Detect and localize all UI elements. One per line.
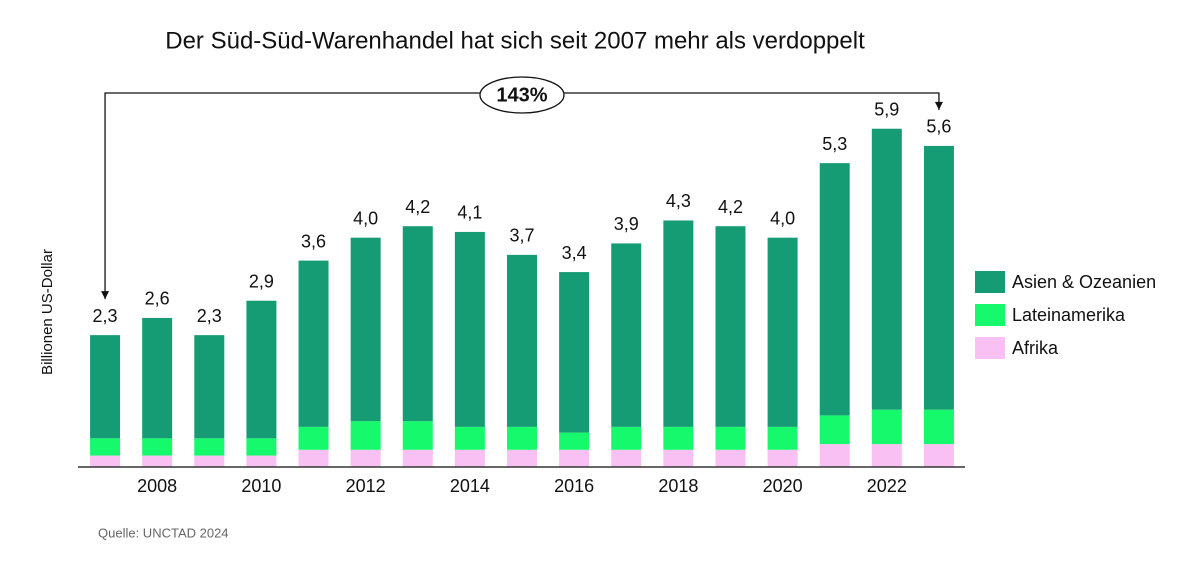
- bar-segment: [90, 455, 121, 467]
- total-label: 4,3: [666, 191, 691, 211]
- bar-segment: [767, 237, 798, 427]
- bar-segment: [298, 260, 329, 427]
- bar-segment: [611, 449, 642, 467]
- bar-segment: [559, 449, 590, 467]
- bar-segment: [767, 426, 798, 450]
- x-tick-label: 2012: [346, 476, 386, 496]
- bar-segment: [246, 455, 277, 467]
- total-label: 5,6: [926, 117, 951, 137]
- bar-segment: [402, 449, 433, 467]
- total-label: 4,1: [457, 203, 482, 223]
- arrowhead: [934, 101, 943, 110]
- bar-segment: [923, 444, 954, 467]
- bar-segment: [142, 438, 173, 456]
- bar-segment: [923, 145, 954, 410]
- total-label: 4,0: [770, 208, 795, 228]
- legend-swatch: [975, 304, 1005, 326]
- total-label: 2,3: [197, 306, 222, 326]
- total-label: 4,2: [405, 197, 430, 217]
- bar-segment: [402, 421, 433, 450]
- bar-segment: [507, 254, 537, 427]
- bar-segment: [142, 317, 173, 439]
- x-tick-label: 2022: [867, 476, 907, 496]
- chart-title: Der Süd-Süd-Warenhandel hat sich seit 20…: [165, 27, 865, 54]
- bar-segment: [402, 226, 433, 422]
- bar-segment: [663, 426, 694, 450]
- bar-segment: [559, 432, 590, 450]
- total-label: 2,3: [93, 306, 118, 326]
- bar-segment: [715, 449, 746, 467]
- legend-swatch: [975, 337, 1005, 359]
- legend-swatch: [975, 271, 1005, 293]
- annotation: 143%: [496, 84, 547, 106]
- total-label: 3,9: [614, 214, 639, 234]
- bar-segment: [923, 409, 954, 445]
- total-label: 5,3: [822, 134, 847, 154]
- legend-label: Lateinamerika: [1012, 305, 1126, 325]
- legend-label: Asien & Ozeanien: [1012, 272, 1156, 292]
- bar-segment: [194, 438, 225, 456]
- bar-segment: [871, 444, 902, 467]
- total-label: 2,6: [145, 289, 170, 309]
- x-tick-label: 2014: [450, 476, 490, 496]
- total-label: 4,2: [718, 197, 743, 217]
- x-tick-label: 2020: [763, 476, 803, 496]
- bar-segment: [715, 426, 746, 450]
- legend-label: Afrika: [1012, 338, 1059, 358]
- bar-segment: [90, 438, 121, 456]
- arrowhead: [101, 291, 110, 300]
- bar-segment: [246, 300, 277, 439]
- bar-segment: [507, 426, 537, 450]
- bar-segment: [819, 444, 850, 467]
- x-tick-label: 2008: [137, 476, 177, 496]
- total-label: 2,9: [249, 271, 274, 291]
- bar-segment: [194, 335, 225, 439]
- bar-segment: [454, 231, 485, 427]
- bar-segment: [507, 449, 537, 467]
- bar-segment: [298, 426, 329, 450]
- x-tick-label: 2010: [241, 476, 281, 496]
- x-tick-label: 2016: [554, 476, 594, 496]
- bar-segment: [611, 243, 642, 427]
- bar-segment: [663, 220, 694, 427]
- total-label: 3,7: [509, 226, 534, 246]
- bar-segment: [871, 409, 902, 445]
- source: Quelle: UNCTAD 2024: [98, 525, 229, 540]
- total-label: 3,6: [301, 231, 326, 251]
- bar-segment: [350, 237, 381, 422]
- bar-segment: [350, 421, 381, 450]
- bar-segment: [819, 163, 850, 416]
- y-axis-label: Billionen US-Dollar: [39, 249, 56, 375]
- bar-segment: [194, 455, 225, 467]
- x-tick-label: 2018: [658, 476, 698, 496]
- bar-segment: [454, 426, 485, 450]
- bar-segment: [871, 128, 902, 410]
- bar-segment: [663, 449, 694, 467]
- bar-segment: [298, 449, 329, 467]
- bar-segment: [559, 272, 590, 433]
- total-label: 3,4: [562, 243, 587, 263]
- bar-segment: [767, 449, 798, 467]
- bar-segment: [819, 415, 850, 445]
- bar-segment: [611, 426, 642, 450]
- annotation-bubble: [479, 76, 565, 114]
- bar-segment: [90, 335, 121, 439]
- bar-segment: [454, 449, 485, 467]
- bar-segment: [246, 438, 277, 456]
- total-label: 5,9: [874, 99, 899, 119]
- bar-segment: [350, 449, 381, 467]
- bar-segment: [142, 455, 173, 467]
- bar-segment: [715, 226, 746, 427]
- total-label: 4,0: [353, 208, 378, 228]
